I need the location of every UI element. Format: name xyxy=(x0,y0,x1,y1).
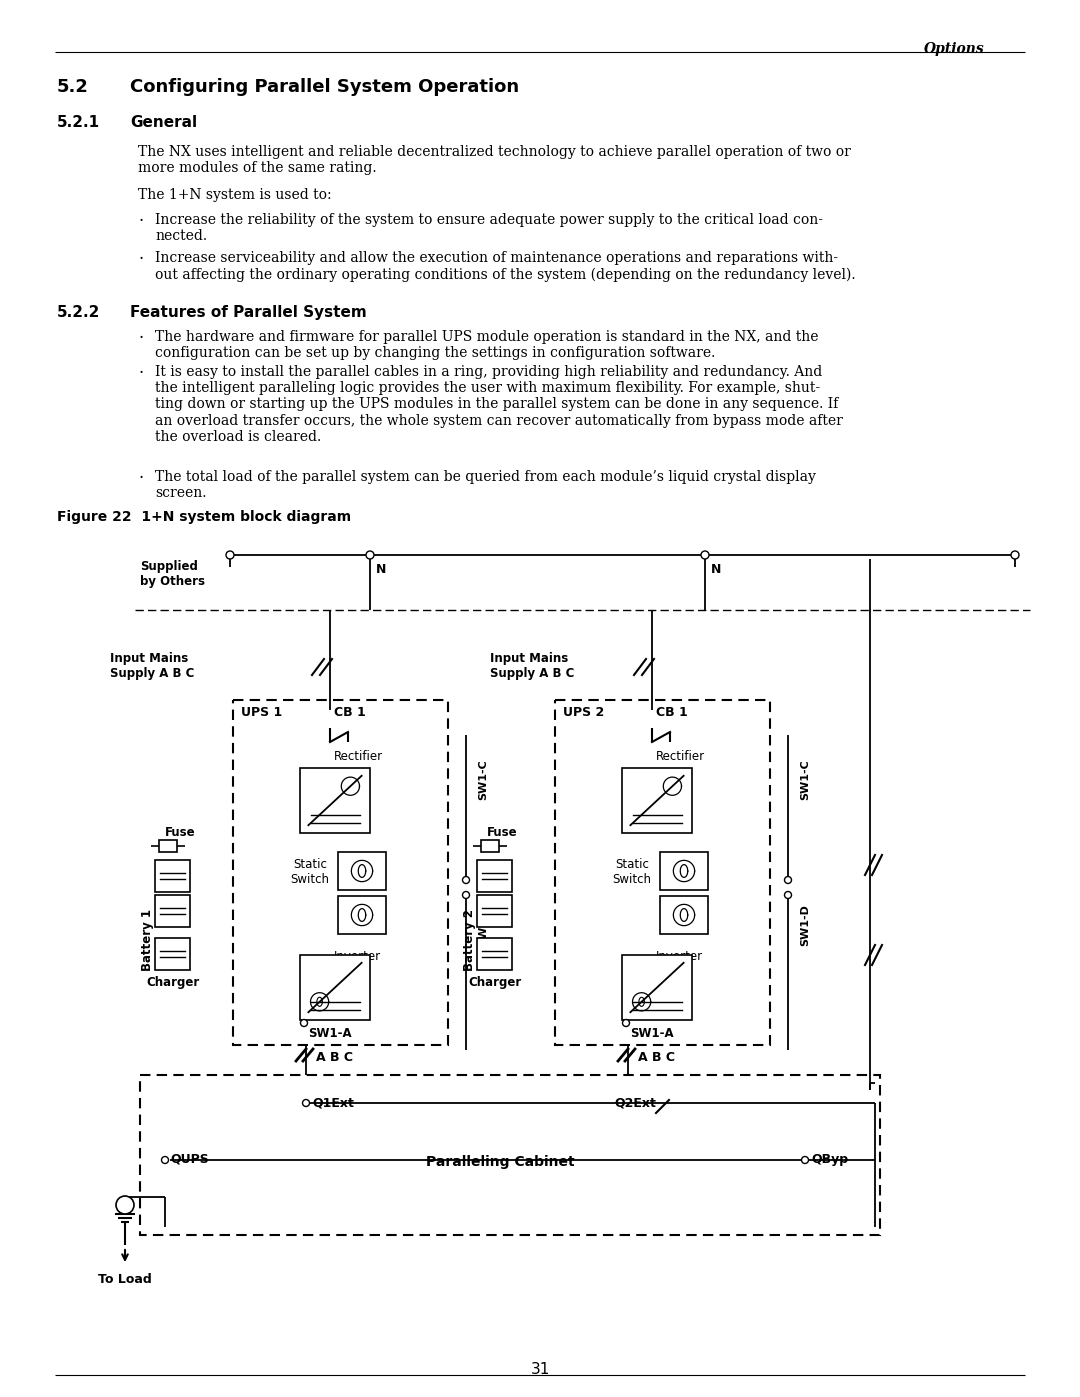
Polygon shape xyxy=(477,861,512,893)
Polygon shape xyxy=(159,840,177,852)
Text: CB 1: CB 1 xyxy=(656,705,688,719)
Text: Inverter: Inverter xyxy=(656,950,703,963)
Circle shape xyxy=(462,891,470,898)
Text: Static
Switch: Static Switch xyxy=(291,858,329,886)
Text: Figure 22  1+N system block diagram: Figure 22 1+N system block diagram xyxy=(57,510,351,524)
Polygon shape xyxy=(622,956,692,1020)
Text: Paralleling Cabinet: Paralleling Cabinet xyxy=(426,1155,575,1169)
Text: Input Mains
Supply A B C: Input Mains Supply A B C xyxy=(490,652,575,680)
Text: SW1-D: SW1-D xyxy=(800,904,810,946)
Circle shape xyxy=(701,550,708,559)
Text: ·: · xyxy=(138,251,144,268)
Text: Increase the reliability of the system to ensure adequate power supply to the cr: Increase the reliability of the system t… xyxy=(156,212,823,243)
Circle shape xyxy=(366,550,374,559)
Text: The hardware and firmware for parallel UPS module operation is standard in the N: The hardware and firmware for parallel U… xyxy=(156,330,819,360)
Polygon shape xyxy=(477,895,512,928)
Text: Battery 2: Battery 2 xyxy=(463,909,476,971)
Text: To Load: To Load xyxy=(98,1273,152,1287)
Text: Increase serviceability and allow the execution of maintenance operations and re: Increase serviceability and allow the ex… xyxy=(156,251,855,282)
Text: 5.2.1: 5.2.1 xyxy=(57,115,100,130)
Text: It is easy to install the parallel cables in a ring, providing high reliability : It is easy to install the parallel cable… xyxy=(156,365,842,444)
Text: SW1-C: SW1-C xyxy=(478,760,488,800)
Polygon shape xyxy=(156,937,190,970)
Text: Inverter: Inverter xyxy=(334,950,381,963)
Text: UPS 1: UPS 1 xyxy=(241,705,282,719)
Text: The total load of the parallel system can be queried from each module’s liquid c: The total load of the parallel system ca… xyxy=(156,469,815,500)
Text: CB 1: CB 1 xyxy=(334,705,366,719)
Polygon shape xyxy=(660,895,708,935)
Text: N: N xyxy=(711,563,721,576)
Polygon shape xyxy=(338,852,386,890)
Text: QByp: QByp xyxy=(811,1153,848,1166)
Text: Fuse: Fuse xyxy=(487,826,517,840)
Circle shape xyxy=(162,1157,168,1164)
Text: UPS 2: UPS 2 xyxy=(563,705,604,719)
Text: Rectifier: Rectifier xyxy=(334,750,383,763)
Polygon shape xyxy=(481,840,499,852)
Text: Q1Ext: Q1Ext xyxy=(312,1097,354,1111)
Polygon shape xyxy=(156,861,190,893)
Text: ·: · xyxy=(138,330,144,346)
Text: SW1-C: SW1-C xyxy=(800,760,810,800)
Circle shape xyxy=(784,876,792,883)
Polygon shape xyxy=(660,852,708,890)
Circle shape xyxy=(622,1020,630,1027)
Text: A B C: A B C xyxy=(316,1051,353,1065)
Text: The 1+N system is used to:: The 1+N system is used to: xyxy=(138,189,332,203)
Circle shape xyxy=(784,891,792,898)
Text: Options: Options xyxy=(924,42,985,56)
Polygon shape xyxy=(300,956,370,1020)
Polygon shape xyxy=(477,937,512,970)
Text: Supplied
by Others: Supplied by Others xyxy=(140,560,205,588)
Text: 5.2: 5.2 xyxy=(57,78,89,96)
Text: Q2Ext: Q2Ext xyxy=(615,1097,656,1111)
Text: Features of Parallel System: Features of Parallel System xyxy=(130,305,367,320)
Text: SW1-D: SW1-D xyxy=(478,904,488,946)
Text: Static
Switch: Static Switch xyxy=(612,858,651,886)
Text: Fuse: Fuse xyxy=(165,826,195,840)
Text: 5.2.2: 5.2.2 xyxy=(57,305,100,320)
Text: N: N xyxy=(376,563,387,576)
Text: Charger: Charger xyxy=(147,977,200,989)
Circle shape xyxy=(116,1196,134,1214)
Text: Battery 1: Battery 1 xyxy=(141,909,154,971)
Text: Configuring Parallel System Operation: Configuring Parallel System Operation xyxy=(130,78,519,96)
Circle shape xyxy=(801,1157,809,1164)
Text: ·: · xyxy=(138,469,144,488)
Text: 31: 31 xyxy=(530,1362,550,1377)
Circle shape xyxy=(462,876,470,883)
Polygon shape xyxy=(622,768,692,833)
Text: Rectifier: Rectifier xyxy=(656,750,705,763)
Text: QUPS: QUPS xyxy=(170,1153,208,1166)
Circle shape xyxy=(302,1099,310,1106)
Text: General: General xyxy=(130,115,198,130)
Circle shape xyxy=(300,1020,308,1027)
Circle shape xyxy=(1011,550,1020,559)
Polygon shape xyxy=(338,895,386,935)
Text: ·: · xyxy=(138,365,144,381)
Text: SW1-A: SW1-A xyxy=(308,1027,352,1039)
Text: The NX uses intelligent and reliable decentralized technology to achieve paralle: The NX uses intelligent and reliable dec… xyxy=(138,145,851,175)
Text: Input Mains
Supply A B C: Input Mains Supply A B C xyxy=(110,652,194,680)
Polygon shape xyxy=(156,895,190,928)
Text: Charger: Charger xyxy=(469,977,522,989)
Text: A B C: A B C xyxy=(638,1051,675,1065)
Circle shape xyxy=(226,550,234,559)
Polygon shape xyxy=(300,768,370,833)
Text: SW1-A: SW1-A xyxy=(630,1027,674,1039)
Text: ·: · xyxy=(138,212,144,231)
